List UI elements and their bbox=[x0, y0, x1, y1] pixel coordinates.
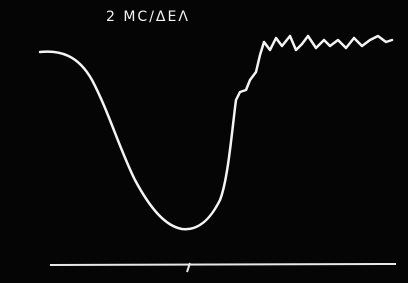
baseline-trace bbox=[50, 264, 396, 265]
scale-label: 2 MC/ΔEΛ bbox=[106, 9, 190, 25]
oscilloscope-screen: 2 MC/ΔEΛ bbox=[0, 0, 408, 283]
page: 2 MC/ΔEΛ (() => { const data = JSON.pars… bbox=[0, 0, 408, 283]
screen-background bbox=[0, 0, 408, 283]
